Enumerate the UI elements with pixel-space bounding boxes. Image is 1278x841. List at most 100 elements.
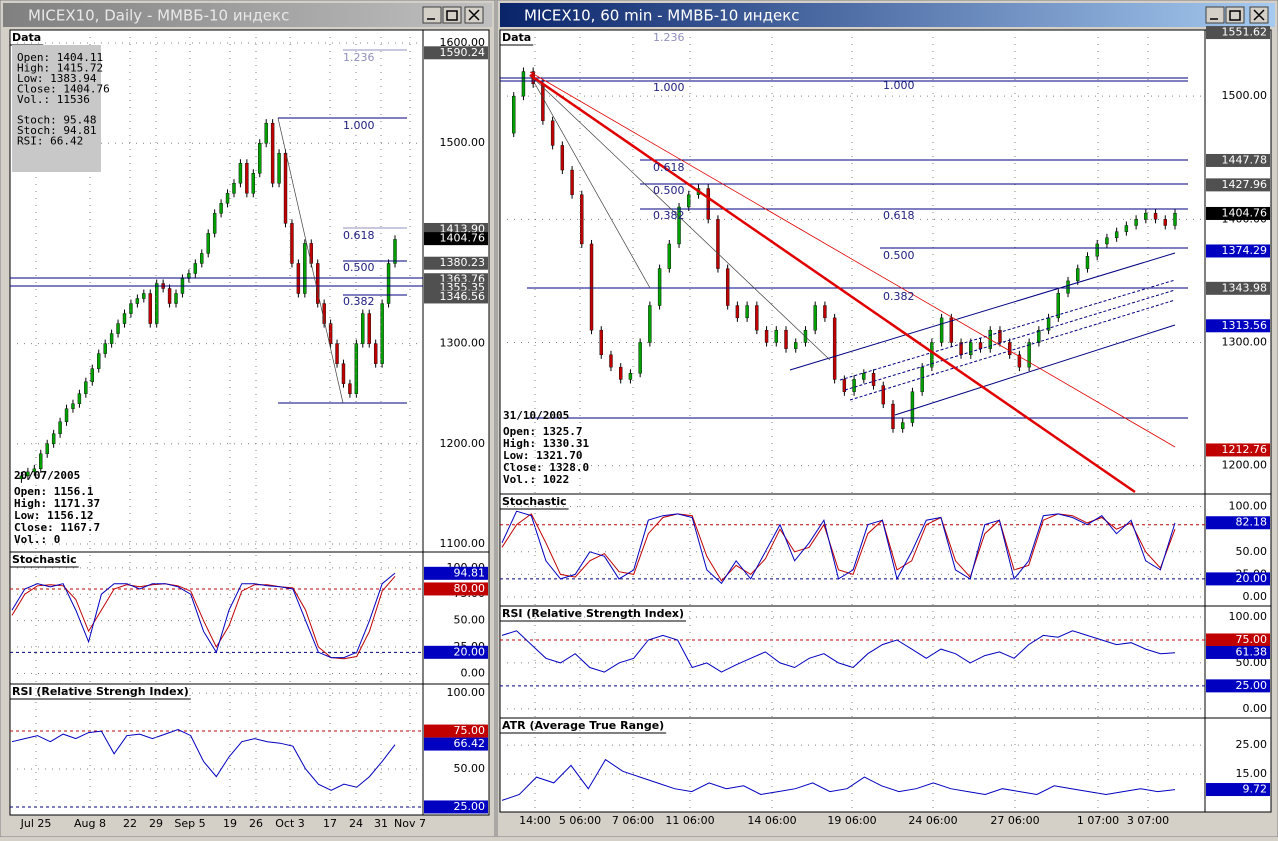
y-tick-label: 15.00 (1236, 767, 1268, 780)
x-tick-label: 14:00 (519, 814, 551, 827)
data-box-line: Low: 1383.94 (17, 72, 97, 85)
candle-body (212, 213, 217, 234)
candle-body (677, 206, 681, 245)
data-box-line: Vol.: 11536 (17, 93, 90, 106)
price-badge-label: 1404.76 (440, 232, 486, 245)
candle-body (135, 298, 140, 304)
candle-body (193, 263, 198, 274)
candle-body (367, 313, 371, 344)
x-tick-label: Sep 5 (174, 817, 205, 830)
fib-label: 0.500 (883, 249, 915, 262)
price-badge (1206, 244, 1270, 258)
candle-body (84, 381, 88, 394)
indicator-line (501, 630, 1176, 673)
price-badge-label: 25.00 (454, 800, 486, 813)
cursor-date: 31/10/2005 (503, 409, 569, 422)
panel-label: Stochastic (502, 495, 567, 508)
price-badge-label: 94.81 (454, 566, 486, 579)
candle-body (1114, 231, 1119, 238)
y-tick-label: 50.00 (1236, 545, 1268, 558)
price-badge-label: 20.00 (1236, 572, 1268, 585)
candle-body (1173, 212, 1177, 226)
price-badge-label: 1404.76 (1222, 206, 1268, 219)
candle-body (939, 317, 944, 343)
cursor-line: Close: 1328.0 (503, 461, 589, 474)
fib-label: 1.000 (653, 81, 685, 94)
data-box-line: High: 1415.72 (17, 62, 103, 75)
minimize-button[interactable] (422, 6, 442, 24)
candle-body (1153, 212, 1158, 220)
x-tick-label: 14 06:00 (747, 814, 796, 827)
candle-body (148, 293, 152, 324)
x-tick-label: 5 06:00 (559, 814, 601, 827)
y-tick-label: 25.00 (1236, 738, 1268, 751)
data-box-line: Close: 1404.76 (17, 83, 110, 96)
candle-body (978, 342, 983, 349)
candle-body (1056, 293, 1061, 319)
x-tick-label: Nov 7 (394, 817, 426, 830)
fib-label: 0.382 (343, 295, 375, 308)
price-badge-label: 1374.29 (1222, 244, 1268, 257)
candle-body (852, 379, 856, 392)
window-title: MICEX10, 60 min - ММВБ-10 индекс (524, 7, 800, 25)
candle-body (628, 373, 633, 380)
price-badge-label: 1343.98 (1222, 281, 1268, 294)
candle-body (910, 391, 915, 423)
cursor-line: Vol.: 1022 (503, 473, 569, 486)
y-tick-label: 50.00 (1236, 656, 1268, 669)
indicator-line (11, 572, 396, 659)
price-badge (424, 290, 488, 304)
price-badge (1206, 783, 1270, 797)
panel-label: Data (12, 31, 41, 44)
candle-body (32, 468, 37, 473)
price-badge (424, 800, 488, 814)
indicator-line (501, 510, 1176, 585)
price-badge (424, 232, 488, 246)
fib-labels: 1.236 1.000 0.618 0.500 0.382 1.236 1.00… (343, 31, 915, 308)
y-tick-label: 1100.00 (440, 537, 486, 550)
cursor-line: Close: 1167.7 (14, 521, 100, 534)
candle-body (687, 194, 691, 208)
cursor-line: Low: 1321.70 (503, 449, 582, 462)
candle-body (1105, 237, 1109, 245)
cursor-line: Vol.: 0 (14, 533, 60, 546)
x-tick-label: 11 06:00 (665, 814, 714, 827)
candle-body (264, 122, 268, 144)
candle-body (167, 288, 172, 304)
price-badge-label: 1447.78 (1222, 153, 1268, 166)
candle-body (1134, 219, 1138, 226)
candle-body (998, 329, 1002, 343)
candle-body (109, 333, 114, 344)
fib-label: 0.618 (653, 161, 685, 174)
candle-body (521, 71, 526, 97)
fib-label: 0.618 (883, 209, 915, 222)
candle-body (541, 83, 545, 121)
price-badge-label: 61.38 (1236, 645, 1268, 658)
price-badge-label: 82.18 (1236, 516, 1268, 529)
candle-body (174, 293, 178, 304)
candle-body (881, 385, 885, 405)
minimize-button[interactable] (1205, 6, 1225, 24)
candle-body (1144, 212, 1148, 220)
price-badge-label: 1212.76 (1222, 443, 1268, 456)
y-tick-label: 1200.00 (1222, 459, 1268, 472)
y-tick-label: 1600.00 (440, 36, 486, 49)
price-badge-label: 9.72 (1243, 783, 1268, 796)
candle-body (949, 317, 954, 343)
price-badge (1206, 26, 1270, 40)
candle-body (784, 329, 788, 349)
candle-body (354, 343, 359, 394)
candle-body (589, 243, 594, 331)
price-badge-label: 1427.96 (1222, 178, 1268, 191)
price-badge (424, 46, 488, 60)
price-badge (1206, 633, 1270, 647)
y-tick-label: 50.00 (454, 614, 486, 627)
cursor-line: Low: 1156.12 (14, 509, 93, 522)
drawings (10, 49, 1188, 494)
window-title: MICEX10, Daily - ММВБ-10 индекс (28, 7, 289, 25)
candle-body (58, 421, 62, 434)
candle-body (277, 153, 281, 184)
candle-body (122, 313, 127, 324)
fib-label: 1.236 (653, 31, 685, 44)
